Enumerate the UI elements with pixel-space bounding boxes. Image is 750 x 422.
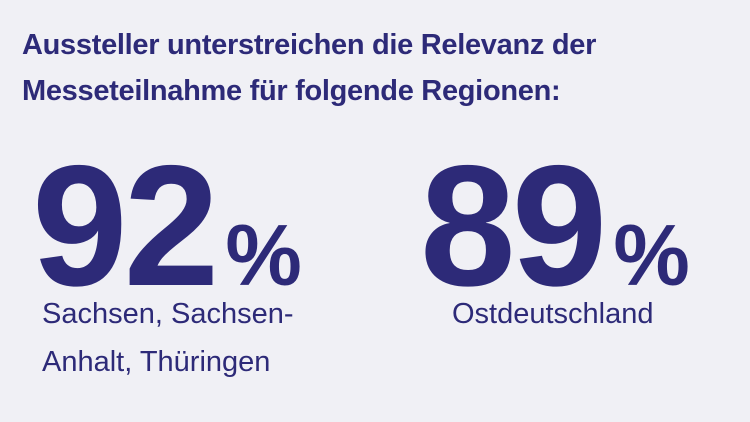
stat: 92% Sachsen, Sachsen- Anhalt, Thüringen xyxy=(32,140,302,386)
stat-figure: 92% xyxy=(32,140,302,312)
stat-number: 89 xyxy=(420,130,607,322)
title: Aussteller unterstreichen die Relevanz d… xyxy=(22,22,596,114)
label-line: Anhalt, Thüringen xyxy=(42,346,271,378)
stat-unit: % xyxy=(225,208,302,304)
stat-label: Sachsen, Sachsen- Anhalt, Thüringen xyxy=(42,290,302,386)
label-line: Ostdeutschland xyxy=(452,298,654,330)
stat-figure: 89% xyxy=(420,140,690,312)
stat-unit: % xyxy=(613,208,690,304)
title-line: Messeteilnahme für folgende Regionen: xyxy=(22,75,561,107)
stat-label: Ostdeutschland xyxy=(452,290,690,338)
stat: 89% Ostdeutschland xyxy=(420,140,690,338)
title-line: Aussteller unterstreichen die Relevanz d… xyxy=(22,29,597,61)
stat-number: 92 xyxy=(32,130,219,322)
label-line: Sachsen, Sachsen- xyxy=(42,298,294,330)
